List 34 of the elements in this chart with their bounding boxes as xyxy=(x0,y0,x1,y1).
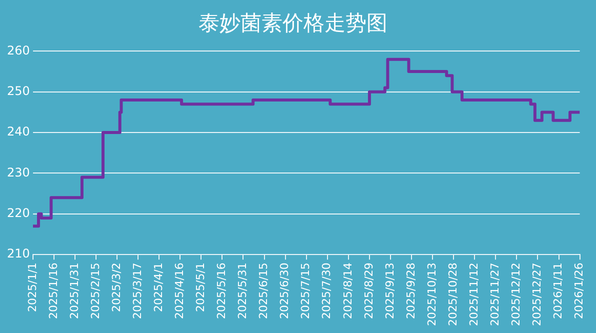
y-tick-label: 260 xyxy=(7,43,30,58)
x-tick-label: 2025/1/1 xyxy=(26,262,39,312)
y-tick-label: 240 xyxy=(7,124,30,139)
x-tick-label: 2025/10/28 xyxy=(446,262,460,326)
chart-title: 泰妙菌素价格走势图 xyxy=(198,11,388,36)
x-tick-label: 2026/1/11 xyxy=(552,262,565,320)
x-tick-label: 2026/1/26 xyxy=(572,262,586,320)
x-tick-label: 2025/1/16 xyxy=(46,262,60,320)
x-tick-label: 2025/5/16 xyxy=(215,262,228,320)
y-tick-label: 210 xyxy=(7,246,30,261)
x-tick-label: 2025/2/15 xyxy=(88,262,102,320)
y-tick-label: 230 xyxy=(7,165,30,180)
x-tick-label: 2025/11/27 xyxy=(488,262,502,326)
x-tick-label: 2025/10/13 xyxy=(425,262,438,326)
y-tick-label: 250 xyxy=(7,84,30,98)
x-tick-label: 2025/3/17 xyxy=(130,262,144,320)
x-tick-label: 2025/7/15 xyxy=(299,262,312,320)
x-tick-label: 2025/5/1 xyxy=(194,262,208,312)
x-tick-label: 2025/12/12 xyxy=(510,262,523,326)
x-tick-label: 2025/4/1 xyxy=(152,262,165,312)
x-tick-label: 2025/9/13 xyxy=(383,262,396,320)
x-tick-label: 2025/12/27 xyxy=(530,262,544,326)
x-tick-label: 2025/4/16 xyxy=(173,262,186,320)
x-tick-label: 2025/6/30 xyxy=(278,262,292,320)
x-tick-label: 2025/6/15 xyxy=(257,262,270,320)
x-tick-label: 2025/7/30 xyxy=(320,262,334,320)
x-tick-label: 2025/5/31 xyxy=(236,262,250,320)
y-tick-label: 220 xyxy=(7,206,30,220)
x-tick-label: 2025/8/14 xyxy=(341,262,354,320)
x-tick-label: 2025/3/2 xyxy=(110,262,123,312)
x-tick-label: 2025/8/29 xyxy=(362,262,376,320)
x-tick-label: 2025/9/28 xyxy=(404,262,418,320)
x-tick-label: 2025/11/12 xyxy=(467,262,480,326)
x-tick-label: 2025/1/31 xyxy=(68,262,81,320)
